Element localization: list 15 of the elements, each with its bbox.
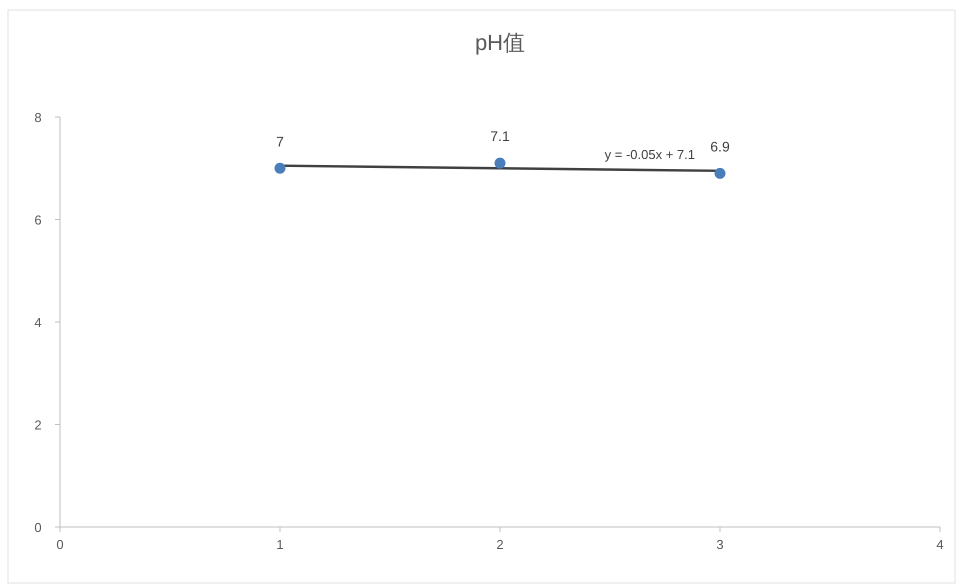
data-label: 7 (276, 133, 284, 150)
data-label: 6.9 (710, 138, 730, 154)
annotation: y = -0.05x + 7.1 (604, 146, 695, 162)
y-tick-label: 4 (34, 315, 42, 330)
x-tick-label: 0 (56, 537, 64, 552)
y-tick-label: 2 (34, 418, 42, 432)
y-tick-label: 0 (34, 520, 42, 535)
chart-title: pH值 (474, 30, 526, 55)
x-tick-label: 1 (276, 537, 284, 552)
x-tick-label: 3 (716, 537, 724, 552)
data-label: 7.1 (490, 128, 510, 144)
x-tick-label: 4 (936, 537, 944, 552)
y-tick-label: 6 (34, 212, 42, 228)
x-tick-label: 2 (496, 537, 504, 552)
y-tick-label: 8 (34, 110, 42, 125)
